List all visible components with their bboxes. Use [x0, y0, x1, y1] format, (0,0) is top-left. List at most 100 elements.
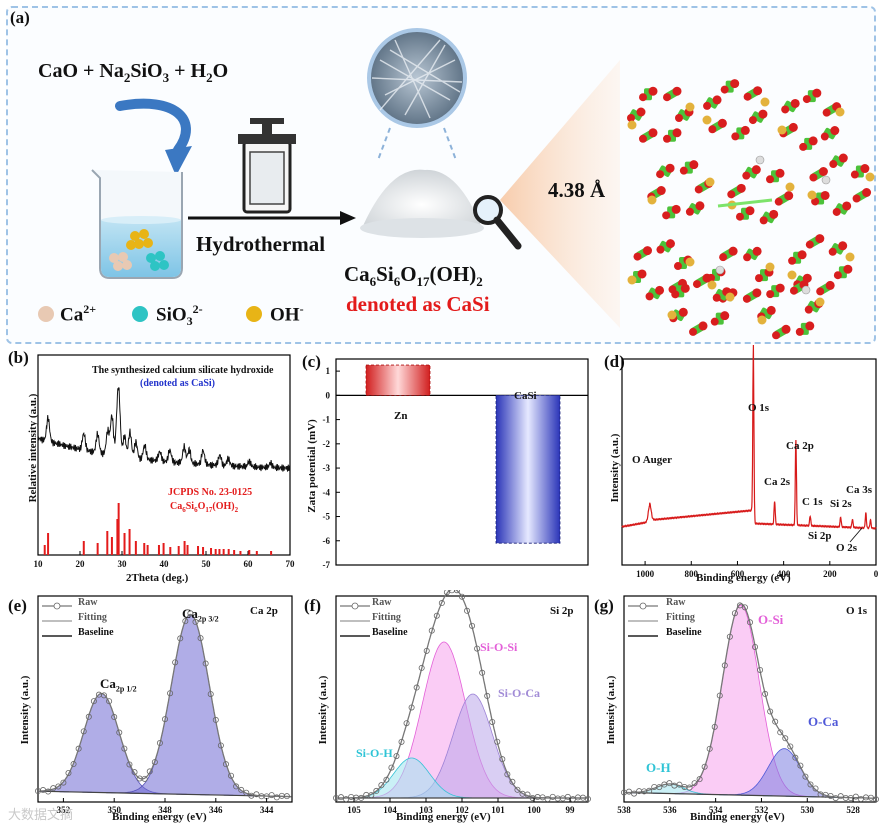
oxygen-atom [665, 163, 675, 173]
oxygen-atom [680, 283, 690, 293]
silicon-atom [705, 177, 715, 187]
ring-unit [727, 165, 795, 225]
legend-sio-text: SiO [156, 304, 187, 326]
raw-data-point [403, 720, 410, 727]
peak-ca2p12: Ca2p 1/2 [100, 676, 137, 694]
silicon-atom [815, 297, 825, 307]
o1s-tag: O 1s [846, 605, 868, 617]
raw-data-point [80, 728, 87, 735]
oxygen-atom [781, 324, 791, 334]
y-tick-label: -5 [323, 512, 331, 522]
oxygen-atom [815, 234, 825, 244]
raw-data-point [484, 692, 491, 699]
product-ca: Ca [344, 262, 370, 286]
x-tick-label: 40 [160, 559, 170, 569]
peak-ca2p: Ca 2p [786, 440, 814, 452]
x-tick-label: 60 [244, 559, 254, 569]
survey-xlabel: Binding energy (eV) [696, 572, 791, 584]
raw-data-point [762, 690, 769, 697]
comp-o-si: O-Si [758, 612, 784, 627]
baseline-line [37, 790, 293, 798]
oh-particles [126, 229, 153, 250]
xps-survey-chart: 1000 800 600 400 200 0 [621, 345, 879, 579]
raw-data-point [807, 781, 814, 788]
raw-data-point [741, 604, 748, 611]
reactant-o: O [212, 60, 229, 82]
oxygen-atom [745, 206, 755, 216]
x-tick-label: 104 [383, 805, 397, 815]
raw-data-point [514, 786, 521, 793]
raw-data-point [121, 745, 128, 752]
oxygen-atom [818, 167, 828, 177]
oxygen-atom [672, 128, 682, 138]
raw-data-point [797, 762, 804, 769]
oxygen-atom [748, 116, 757, 125]
oxygen-atom [775, 283, 785, 293]
x-tick-label: 344 [260, 805, 274, 815]
raw-data-point [433, 612, 440, 619]
oxygen-atom [850, 170, 859, 179]
jcpds-formula: Ca6Si6O17(OH)2 [170, 501, 238, 514]
zeta-chart: 1 0 -1 -2 -3 -4 -5 -6 -7 [323, 358, 589, 570]
raw-data-point [141, 775, 148, 782]
raw-data-point [752, 643, 759, 650]
raw-data-point [243, 789, 250, 796]
raw-data-point [423, 647, 430, 654]
oxygen-atom [775, 168, 785, 178]
panel-d-label: (d) [604, 352, 625, 371]
oxygen-atom [852, 194, 861, 203]
raw-data-point [504, 771, 511, 778]
oxygen-atom [752, 288, 762, 298]
casi-bar [495, 394, 561, 544]
superscript: 2- [192, 302, 203, 316]
oxygen-atom [829, 160, 838, 169]
legend-raw-marker [351, 602, 359, 610]
x-tick-label: 20 [76, 559, 86, 569]
raw-data-point [494, 738, 501, 745]
oxygen-atom [766, 305, 776, 315]
peak-c1s: C 1s [802, 496, 823, 508]
oxygen-atom [671, 290, 680, 299]
raw-data-point [549, 793, 556, 800]
oxygen-atom [788, 122, 798, 132]
denoted-caption: denoted as CaSi [346, 292, 490, 316]
oxygen-atom [820, 190, 830, 200]
xrd-title: The synthesized calcium silicate hydroxi… [92, 365, 274, 376]
oxygen-atom [708, 125, 717, 134]
raw-data-point [75, 745, 82, 752]
raw-data-point [731, 610, 738, 617]
o1s-plot-frame [623, 595, 877, 803]
y-tick-label: -6 [323, 536, 331, 546]
raw-data-point [383, 776, 390, 783]
subscript: 2p 1/2 [115, 684, 137, 694]
oxygen-atom [728, 246, 738, 256]
y-tick-label: -1 [323, 415, 331, 425]
raw-data-point [348, 793, 355, 800]
hydrothermal-label: Hydrothermal [196, 232, 326, 256]
x-tick-label: 350 [107, 805, 121, 815]
raw-data-point [736, 602, 743, 609]
oxygen-atom [673, 262, 682, 271]
reactant-h: H [190, 60, 207, 82]
oxygen-atom [636, 107, 646, 117]
raw-data-point [646, 787, 653, 794]
x-tick-label: 348 [158, 805, 172, 815]
raw-data-point [101, 692, 108, 699]
oxygen-atom [754, 274, 763, 283]
watermark: 大数据文摘 [8, 808, 74, 823]
panel-f-label: (f) [304, 596, 321, 615]
legend-oh: OH- [270, 302, 304, 326]
sio-particles [146, 251, 169, 271]
legend-fitting: Fitting [372, 612, 401, 623]
raw-data-point [146, 768, 153, 775]
ring-unit [807, 153, 875, 216]
silicon-atom [785, 182, 795, 192]
raw-data-point [182, 618, 189, 625]
panel-a-illustration [38, 28, 875, 340]
survey-spectrum-line [621, 345, 877, 530]
panel-e-label: (e) [8, 596, 27, 615]
oxygen-atom [743, 92, 752, 101]
oxygen-atom [808, 136, 818, 146]
oxygen-atom [825, 280, 835, 290]
silicon-atom [725, 292, 735, 302]
